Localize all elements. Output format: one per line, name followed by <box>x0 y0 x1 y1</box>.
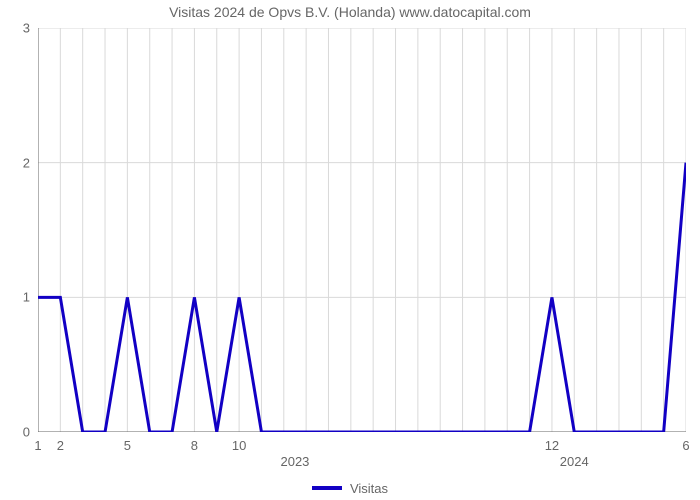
chart-title: Visitas 2024 de Opvs B.V. (Holanda) www.… <box>0 4 700 20</box>
legend: Visitas <box>0 478 700 496</box>
x-tick-label: 1 <box>34 432 41 453</box>
x-tick-label: 12 <box>545 432 559 453</box>
plot-area: 012312581012620232024 <box>38 28 686 432</box>
y-tick-label: 1 <box>23 290 38 305</box>
legend-label: Visitas <box>350 481 388 496</box>
x-tick-label: 2 <box>57 432 64 453</box>
x-tick-label-secondary: 2023 <box>280 432 309 469</box>
y-tick-label: 2 <box>23 155 38 170</box>
x-tick-label: 5 <box>124 432 131 453</box>
chart-container: Visitas 2024 de Opvs B.V. (Holanda) www.… <box>0 0 700 500</box>
plot-svg <box>38 28 686 432</box>
x-tick-label-secondary: 2024 <box>560 432 589 469</box>
x-tick-label: 10 <box>232 432 246 453</box>
x-tick-label: 6 <box>682 432 689 453</box>
legend-swatch <box>312 486 342 490</box>
legend-item: Visitas <box>312 481 388 496</box>
y-tick-label: 3 <box>23 21 38 36</box>
x-tick-label: 8 <box>191 432 198 453</box>
